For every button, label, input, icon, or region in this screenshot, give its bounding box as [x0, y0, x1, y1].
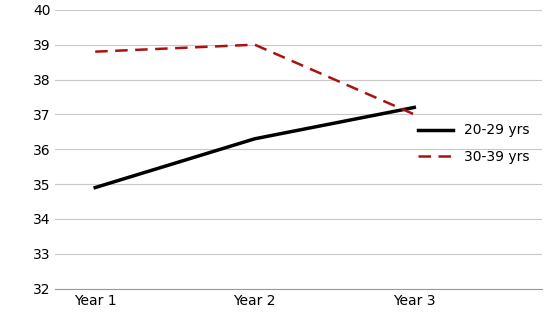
- Legend: 20-29 yrs, 30-39 yrs: 20-29 yrs, 30-39 yrs: [413, 118, 535, 170]
- Line: 20-29 yrs: 20-29 yrs: [95, 108, 414, 188]
- 20-29 yrs: [252, 137, 258, 141]
- 30-39 yrs: [252, 43, 258, 47]
- 20-29 yrs: [411, 106, 418, 110]
- 20-29 yrs: [92, 186, 98, 190]
- Line: 30-39 yrs: 30-39 yrs: [95, 45, 414, 114]
- 30-39 yrs: [411, 113, 418, 116]
- 30-39 yrs: [92, 50, 98, 54]
